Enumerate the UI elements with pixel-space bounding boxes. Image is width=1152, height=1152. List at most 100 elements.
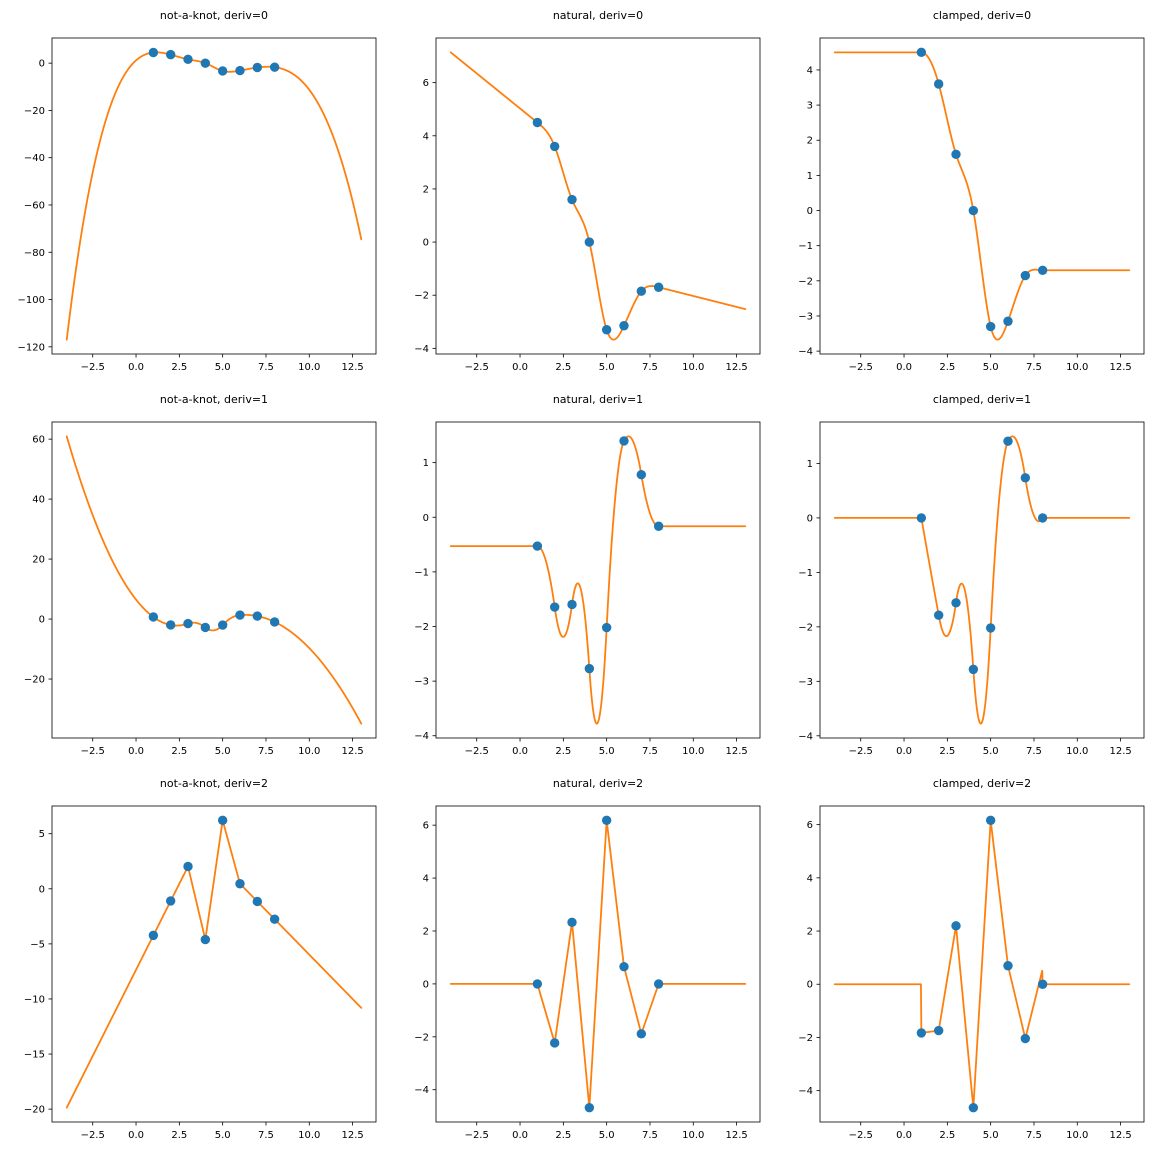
data-point	[567, 917, 577, 928]
x-tick-label: 5.0	[983, 1130, 999, 1141]
x-tick-label: −2.5	[849, 746, 873, 757]
x-tick-label: 0.0	[896, 362, 912, 373]
x-tick-label: 2.5	[555, 1130, 571, 1141]
x-tick-label: 12.5	[725, 1130, 747, 1141]
x-tick-label: 7.5	[1026, 1130, 1042, 1141]
y-tick-label: −100	[18, 295, 45, 306]
x-tick-label: 10.0	[1066, 362, 1088, 373]
axes-spines	[819, 805, 1145, 1123]
y-tick-label: −80	[24, 248, 45, 259]
y-tick-label: −2	[798, 622, 813, 633]
y-tick-label: 20	[32, 555, 45, 566]
x-tick-label: 2.5	[939, 362, 955, 373]
y-tick-label: 3	[807, 101, 813, 112]
x-tick-label: −2.5	[465, 746, 489, 757]
subplot-clamped-deriv-0: clamped, deriv=0 −2.5 0.0 2.5 5.0 7.5 10.0 12.…	[768, 0, 1152, 384]
data-point	[165, 896, 176, 906]
data-point	[269, 62, 280, 72]
y-tick-label: 5	[39, 829, 45, 840]
y-tick-label: 6	[423, 78, 429, 89]
data-point	[1020, 473, 1031, 483]
x-tick-label: 2.5	[171, 746, 187, 757]
data-point	[148, 930, 159, 941]
data-point	[252, 611, 263, 621]
data-point	[636, 286, 647, 296]
y-tick-label: 6	[423, 821, 429, 832]
data-point	[217, 66, 228, 76]
subplot-natural-deriv-0: natural, deriv=0 −2.5 0.0 2.5 5.0 7.5 10.0 12.…	[384, 0, 768, 384]
data-point	[601, 325, 612, 335]
data-point	[916, 1028, 927, 1038]
y-tick-label: 6	[807, 820, 813, 831]
x-tick-label: 7.5	[258, 362, 274, 373]
axes-not-a-knot-deriv-1: −2.5 0.0 2.5 5.0 7.5 10.0 12.5 60 40 20 0 −20	[24, 421, 377, 757]
y-tick-label: −4	[414, 1085, 429, 1096]
subplot-natural-deriv-2: natural, deriv=2 −2.5 0.0 2.5 5.0 7.5 10.0 12.…	[384, 768, 768, 1152]
x-tick-label: 5.0	[599, 1130, 615, 1141]
y-tick-label: −1	[798, 568, 813, 579]
data-point	[1037, 979, 1048, 989]
y-tick-label: −4	[414, 344, 429, 355]
x-tick-label: −2.5	[849, 1130, 873, 1141]
subplot-title: natural, deriv=1	[552, 393, 644, 406]
x-tick-label: 10.0	[682, 362, 704, 373]
y-tick-label: 0	[423, 513, 429, 524]
data-point	[1003, 961, 1013, 971]
data-point	[183, 861, 193, 872]
data-point	[968, 1102, 979, 1113]
subplot-title: not-a-knot, deriv=0	[159, 9, 269, 22]
y-tick-label: −1	[798, 241, 813, 252]
x-tick-label: 12.5	[341, 746, 363, 757]
y-tick-label: 0	[423, 979, 429, 990]
subplot-title: not-a-knot, deriv=1	[159, 393, 269, 406]
y-tick-label: −15	[24, 1050, 45, 1061]
x-tick-label: 12.5	[341, 1130, 363, 1141]
x-tick-label: 7.5	[1026, 362, 1042, 373]
x-tick-label: 12.5	[1109, 1130, 1131, 1141]
data-point	[165, 49, 176, 60]
data-point	[985, 321, 996, 332]
y-tick-label: 0	[807, 980, 813, 991]
axes-clamped-deriv-2: −2.5 0.0 2.5 5.0 7.5 10.0 12.5 6 4 2 0 −2 −4	[798, 805, 1145, 1141]
y-tick-label: −3	[798, 311, 813, 322]
x-tick-label: 12.5	[725, 746, 747, 757]
y-tick-label: 0	[423, 238, 429, 249]
y-tick-label: 0	[807, 513, 813, 524]
spline-curve	[65, 819, 363, 1109]
x-tick-label: 5.0	[215, 746, 231, 757]
data-point	[532, 979, 543, 989]
data-point	[200, 934, 211, 945]
axes-spines	[51, 421, 377, 739]
subplot-not-a-knot-deriv-2: not-a-knot, deriv=2 −2.5 0.0 2.5 5.0 7.5 10.0…	[0, 768, 384, 1152]
spline-curve	[449, 819, 747, 1109]
data-point	[1037, 265, 1048, 275]
y-tick-label: −20	[24, 675, 45, 686]
data-point	[619, 961, 629, 972]
data-point	[532, 117, 543, 128]
x-tick-label: 2.5	[171, 362, 187, 373]
y-tick-label: −2	[414, 1032, 429, 1043]
subplot-not-a-knot-deriv-1: not-a-knot, deriv=1 −2.5 0.0 2.5 5.0 7.5 10.0…	[0, 384, 384, 768]
x-tick-label: 5.0	[983, 362, 999, 373]
data-point	[985, 623, 996, 633]
x-tick-label: 0.0	[512, 1130, 528, 1141]
x-tick-label: −2.5	[849, 362, 873, 373]
y-tick-label: 2	[423, 184, 429, 195]
data-point	[619, 436, 629, 446]
data-point	[235, 610, 245, 620]
data-point	[567, 599, 577, 610]
x-tick-label: 10.0	[682, 1130, 704, 1141]
data-point	[653, 979, 664, 989]
y-tick-label: 2	[807, 927, 813, 938]
data-point	[985, 815, 996, 826]
x-tick-label: 5.0	[983, 746, 999, 757]
data-point	[217, 620, 228, 630]
x-tick-label: 5.0	[215, 362, 231, 373]
y-tick-label: 1	[807, 171, 813, 182]
subplot-title: natural, deriv=0	[552, 9, 644, 22]
y-tick-label: −4	[798, 347, 813, 358]
x-tick-label: 12.5	[725, 362, 747, 373]
x-tick-label: 0.0	[896, 746, 912, 757]
y-tick-label: −2	[414, 291, 429, 302]
